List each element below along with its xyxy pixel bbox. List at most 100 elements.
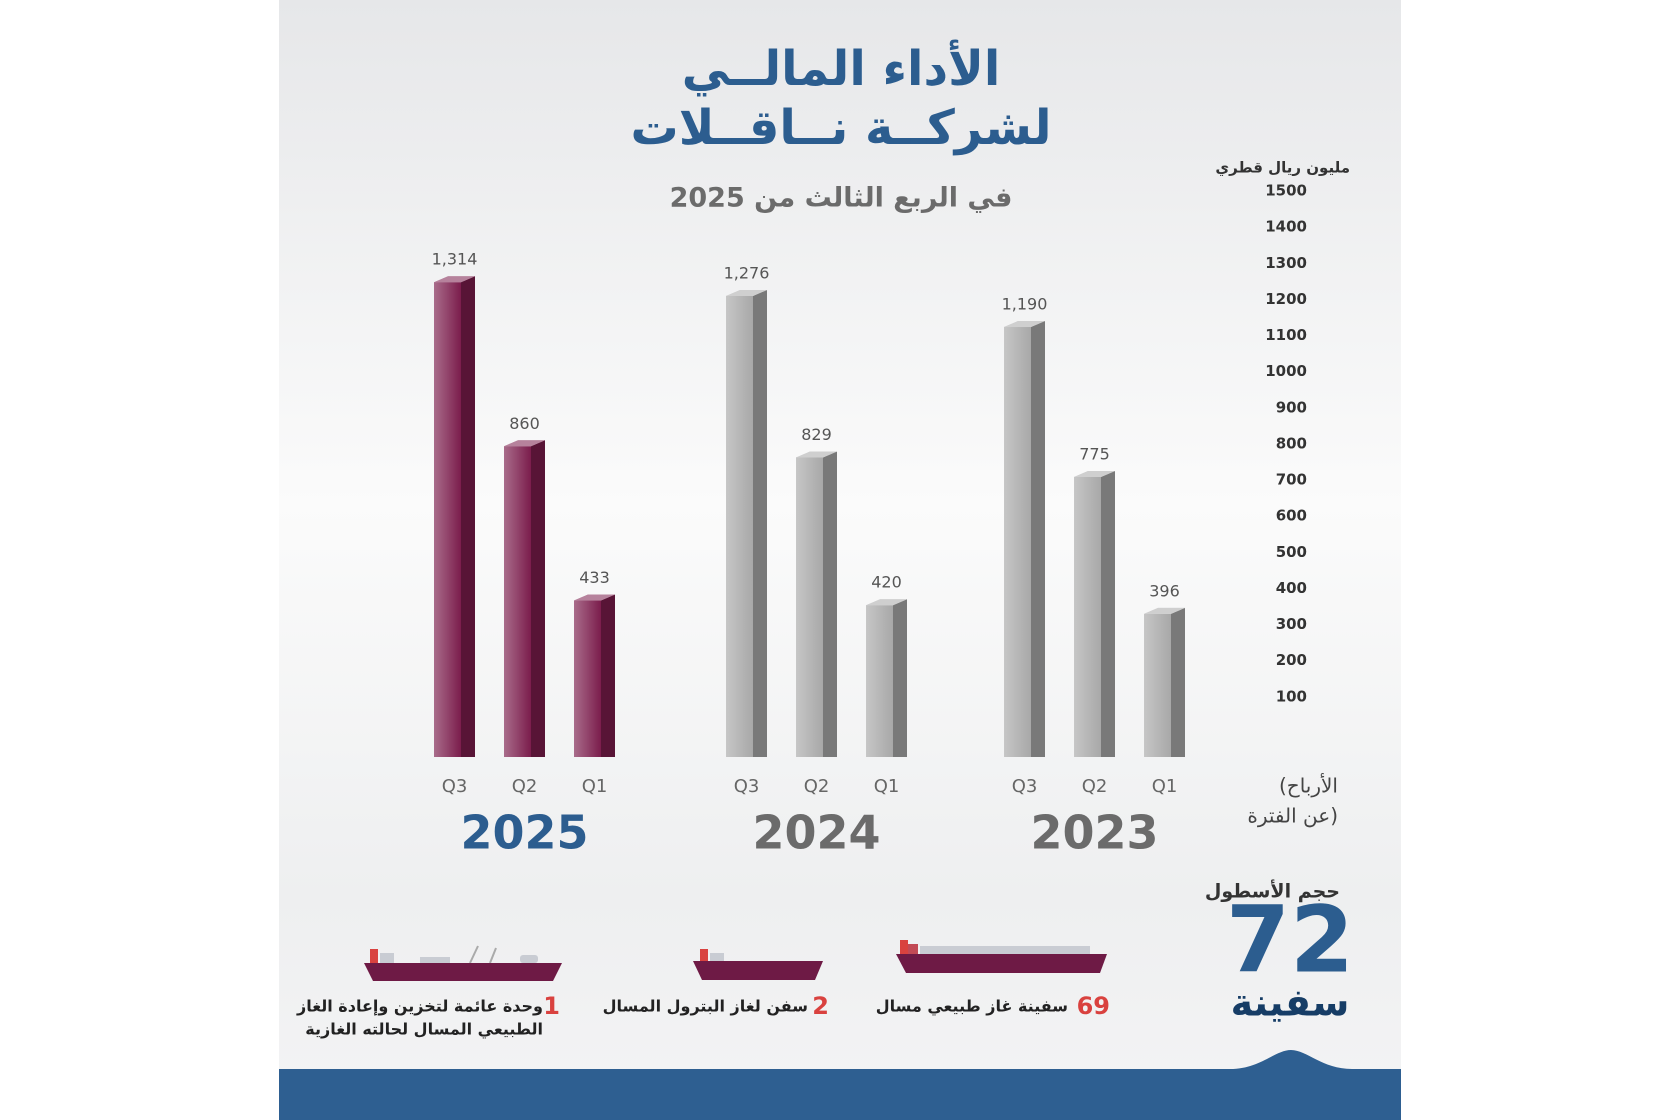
y-tick-label: 1300 <box>1265 254 1307 272</box>
bar-top <box>1004 321 1045 328</box>
bar-group: 1,276 Q3 829 Q2 420 Q1 2024 <box>724 263 907 860</box>
bar-side-shade <box>893 599 907 757</box>
bar-top-light <box>1004 321 1045 328</box>
bar-top <box>504 440 545 447</box>
value-label: 775 <box>1079 444 1110 463</box>
bar-top-light <box>434 276 475 283</box>
value-label: 420 <box>871 573 902 592</box>
value-label: 1,190 <box>1002 295 1048 314</box>
bar-side <box>1101 470 1115 757</box>
x-tick-label: Q2 <box>804 776 830 797</box>
bar-side <box>1171 607 1185 757</box>
y-tick-label: 200 <box>1276 651 1307 669</box>
y-tick-label: 1200 <box>1265 290 1307 308</box>
bar-side-shade <box>601 594 615 757</box>
bottom-wave <box>279 1050 1401 1120</box>
y-tick-label: 1400 <box>1265 218 1307 236</box>
bar-side-shade <box>1101 470 1115 757</box>
bar-top-light <box>574 594 615 601</box>
bar-shine <box>866 605 893 757</box>
value-label: 1,276 <box>724 263 770 282</box>
ships <box>364 940 1107 981</box>
x-tick-label: Q2 <box>512 776 538 797</box>
bar-top <box>434 276 475 283</box>
fleet-item-label: سفينة غاز طبيعي مسال <box>876 997 1068 1017</box>
bar-top <box>574 594 615 601</box>
y-tick-label: 500 <box>1276 543 1307 561</box>
bar-top-light <box>504 440 545 447</box>
bar-side-shade <box>753 289 767 757</box>
fleet-title: حجم الأسطول <box>1205 880 1340 903</box>
y-tick-label: 800 <box>1276 434 1307 452</box>
bar-top <box>1074 470 1115 477</box>
bar-shine <box>1074 476 1101 757</box>
bar-shine <box>504 446 531 757</box>
value-label: 396 <box>1149 581 1180 600</box>
bar-side-shade <box>1171 607 1185 757</box>
bar-shine <box>796 457 823 757</box>
fleet: حجم الأسطول 72 سفينة 69 سفينة غاز طبيعي … <box>296 880 1354 1040</box>
series-label: 2024 <box>752 806 880 860</box>
fleet-count: 1 <box>543 992 560 1020</box>
bar-side-shade <box>531 440 545 757</box>
measure-label: (الأرباح <box>1279 774 1338 798</box>
x-tick-label: Q1 <box>874 776 900 797</box>
y-tick-label: 400 <box>1276 579 1307 597</box>
bar-shine <box>1144 613 1171 757</box>
fleet-unit: سفينة <box>1231 981 1350 1025</box>
bar-group: 1,314 Q3 860 Q2 433 Q1 2025 <box>432 250 615 860</box>
bar-top-light <box>866 599 907 606</box>
lpg-ship-icon <box>693 949 823 980</box>
x-tick-label: Q2 <box>1082 776 1108 797</box>
bar-shine <box>726 295 753 757</box>
bar-group: 1,190 Q3 775 Q2 396 Q1 2023 <box>1002 295 1185 860</box>
x-tick-label: Q3 <box>1012 776 1038 797</box>
bar-side-shade <box>461 276 475 757</box>
y-tick-label: 900 <box>1276 398 1307 416</box>
bar-top <box>726 289 767 296</box>
bar-side <box>601 594 615 757</box>
y-tick-label: 600 <box>1276 507 1307 525</box>
bar-top <box>866 599 907 606</box>
bar-side <box>1031 321 1045 757</box>
titles: الأداء المالــي لشركــة نــاقــلات في ال… <box>630 39 1051 214</box>
y-axis-label: مليون ريال قطري <box>1215 159 1350 178</box>
fleet-item-label: سفن لغاز البترول المسال <box>603 997 808 1016</box>
x-tick-label: Q3 <box>442 776 468 797</box>
bar-top <box>796 451 837 458</box>
title-line: لشركــة نــاقــلات <box>630 100 1051 156</box>
bar-shine <box>574 600 601 757</box>
bar-top-light <box>796 451 837 458</box>
y-tick-label: 1100 <box>1265 326 1307 344</box>
series-label: 2025 <box>460 806 588 860</box>
y-tick-label: 1500 <box>1265 182 1307 200</box>
fleet-total: 72 <box>1226 886 1354 993</box>
fleet-item-label: وحدة عائمة لتخزين وإعادة الغاز <box>296 997 543 1016</box>
bar-side <box>531 440 545 757</box>
value-label: 433 <box>579 568 610 587</box>
value-label: 1,314 <box>432 250 478 269</box>
measure-label: عن الفترة) <box>1247 804 1338 828</box>
y-tick-label: 700 <box>1276 471 1307 489</box>
bar-side-shade <box>823 451 837 757</box>
bar-side <box>461 276 475 757</box>
fleet-count: 2 <box>812 992 829 1020</box>
bar-shine <box>1004 327 1031 757</box>
x-tick-label: Q1 <box>1152 776 1178 797</box>
bar-side-shade <box>1031 321 1045 757</box>
bar-top-light <box>726 289 767 296</box>
y-tick-label: 100 <box>1276 687 1307 705</box>
bar-shine <box>434 282 461 757</box>
fleet-count: 69 <box>1077 992 1110 1020</box>
fsru-ship-icon <box>364 945 562 981</box>
x-tick-label: Q3 <box>734 776 760 797</box>
value-label: 860 <box>509 414 540 433</box>
bar-top-light <box>1074 470 1115 477</box>
bar-side <box>753 289 767 757</box>
bar-side <box>823 451 837 757</box>
fleet-item-label: الطبيعي المسال لحالته الغازية <box>305 1020 543 1040</box>
subtitle: في الربع الثالث من 2025 <box>670 183 1013 214</box>
y-tick-label: 1000 <box>1265 362 1307 380</box>
